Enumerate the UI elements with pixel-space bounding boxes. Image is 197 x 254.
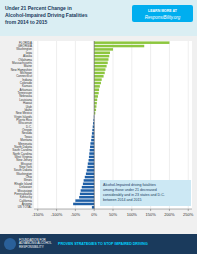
bar	[91, 139, 94, 142]
tick-label: 150%	[146, 212, 157, 217]
bar	[89, 152, 94, 155]
bar	[92, 132, 94, 135]
tick-label: 100%	[127, 212, 138, 217]
bar	[94, 68, 105, 71]
tick-label: -100%	[51, 212, 63, 217]
bar	[94, 82, 101, 85]
tick-label: 200%	[164, 212, 175, 217]
bar	[83, 183, 94, 186]
tick-label: -50%	[71, 212, 81, 217]
bar	[86, 172, 94, 175]
annotation: Alcohol-Impaired driving fatalitiesamong…	[103, 183, 165, 202]
background	[0, 0, 197, 254]
bar	[94, 75, 103, 78]
logo-text: FOUNDATION FORADVANCING ALCOHOLRESPONSIB…	[19, 238, 52, 250]
grid-line	[75, 41, 76, 209]
bar	[87, 166, 94, 169]
bar	[87, 169, 95, 172]
bar	[94, 48, 113, 51]
category-label: US TOTAL	[18, 205, 33, 209]
bar	[92, 136, 95, 139]
button-text: LEARN MORE AT	[148, 9, 178, 13]
bar	[89, 159, 95, 162]
chart: Under 21 Percent Change inAlcohol-Impair…	[0, 0, 197, 254]
x-axis-line	[34, 209, 192, 210]
button-text: ResponsiBility.org	[145, 15, 181, 20]
title: Under 21 Percent Change inAlcohol-Impair…	[5, 5, 88, 25]
bar	[94, 58, 108, 61]
bar	[94, 41, 169, 44]
bar	[79, 196, 94, 199]
bars	[73, 41, 169, 208]
bar	[94, 62, 108, 65]
zero-line	[94, 41, 95, 209]
title-band	[0, 0, 197, 36]
tick-label: 250%	[183, 212, 194, 217]
bar	[94, 92, 99, 95]
bar	[75, 199, 94, 202]
bar	[94, 65, 106, 68]
bar	[90, 142, 94, 145]
bar	[94, 72, 105, 75]
bar	[82, 186, 94, 189]
bar	[92, 206, 94, 209]
grid-line	[37, 41, 38, 209]
bar	[81, 189, 95, 192]
grid-line	[56, 41, 57, 209]
tick-label: 50%	[109, 212, 117, 217]
bar	[94, 102, 97, 105]
bar	[90, 149, 95, 152]
footer	[0, 234, 197, 254]
tick-label: 0%	[91, 212, 97, 217]
bar	[94, 95, 98, 98]
bar	[94, 52, 110, 55]
tick-label: -150%	[32, 212, 44, 217]
bar	[89, 156, 94, 159]
bar	[84, 179, 95, 182]
bar	[94, 99, 97, 102]
bar	[94, 78, 102, 81]
bar	[85, 176, 94, 179]
bar	[94, 88, 99, 91]
bar	[94, 105, 96, 108]
bar	[80, 193, 94, 196]
bar	[88, 162, 94, 165]
annotation-box	[100, 180, 191, 206]
bar	[94, 55, 109, 58]
bar	[94, 45, 144, 48]
bar	[73, 203, 94, 206]
footer-text: PROVEN STRATEGIES TO STOP IMPAIRED DRIVI…	[58, 242, 148, 246]
bar	[94, 85, 100, 88]
logo	[4, 238, 16, 250]
bar	[90, 146, 94, 149]
plot-background	[34, 41, 192, 209]
button	[132, 5, 193, 22]
